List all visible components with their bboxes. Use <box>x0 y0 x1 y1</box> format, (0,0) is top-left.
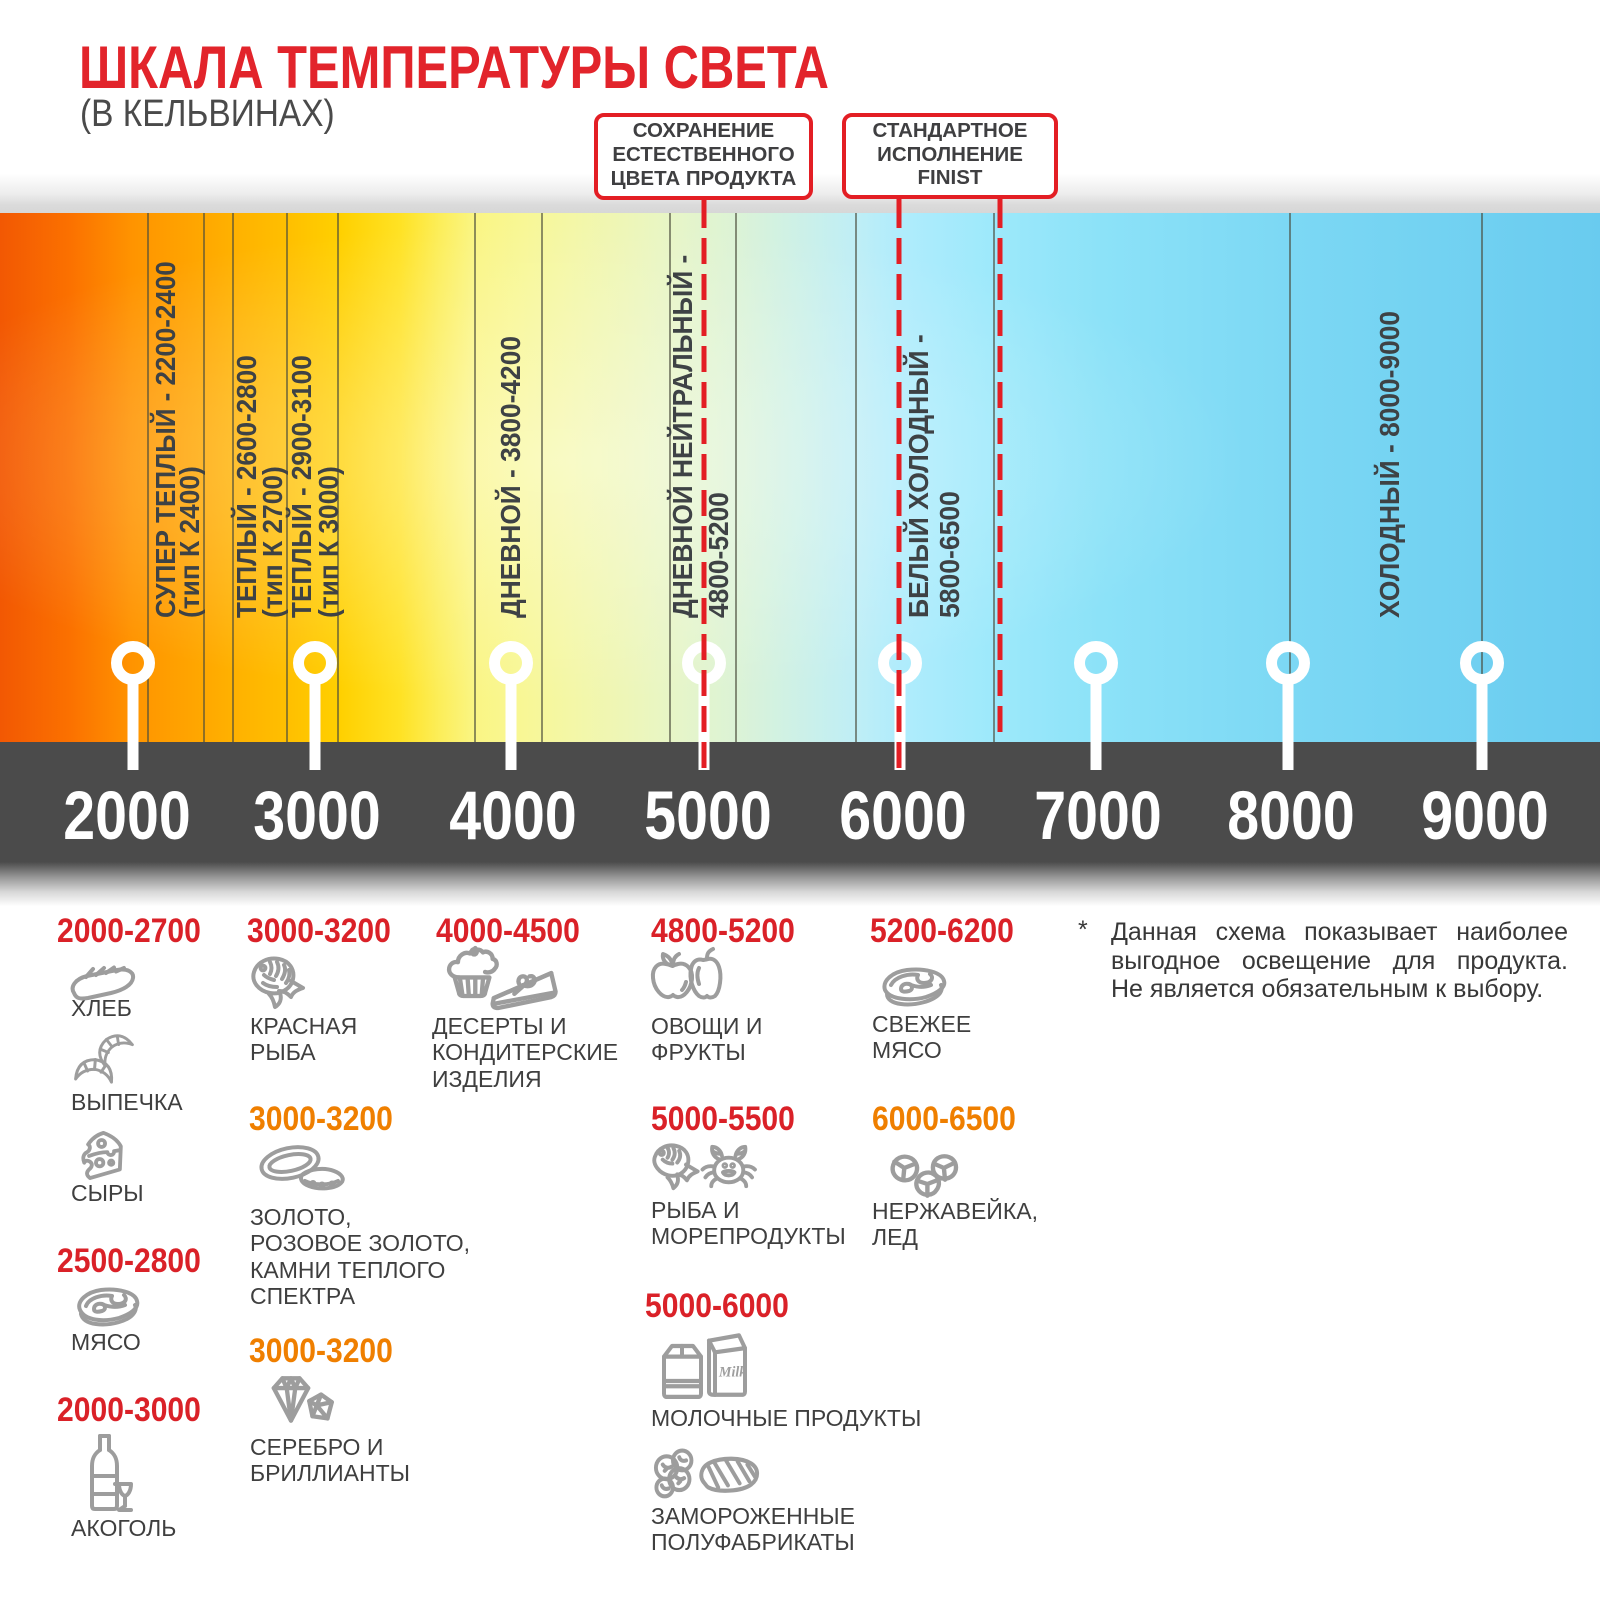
svg-text:Milk: Milk <box>718 1364 747 1380</box>
